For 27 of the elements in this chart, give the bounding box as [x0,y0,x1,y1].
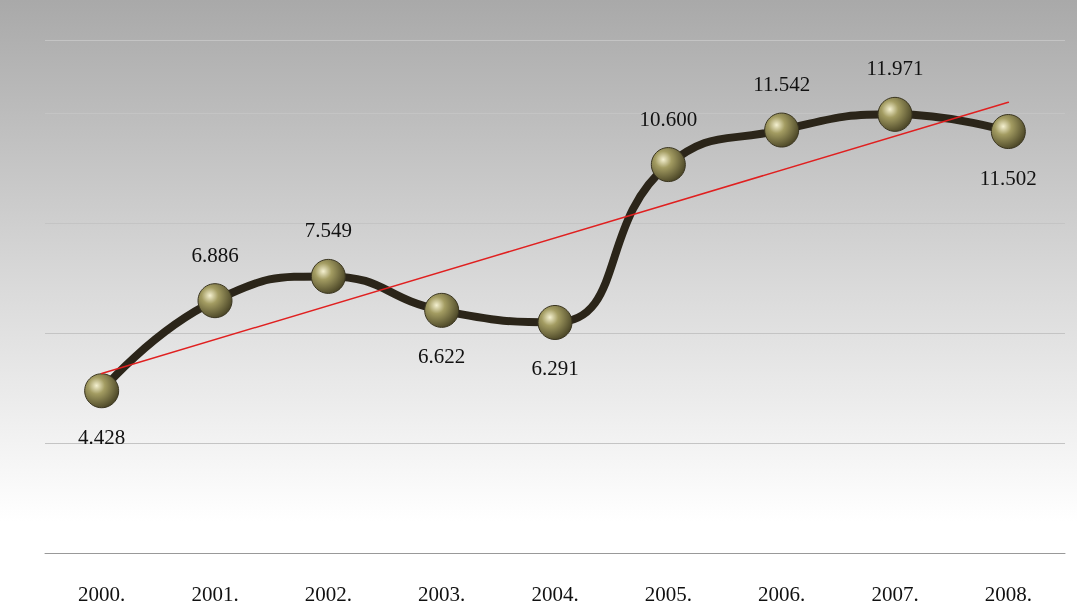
x-tick-label: 2005. [644,581,692,606]
point [84,373,120,409]
point [990,114,1026,150]
point [197,283,233,319]
x-tick-label: 2000. [78,581,126,606]
x-tick-label: 2006. [758,581,806,606]
point [537,304,573,340]
x-tick-label: 2002. [304,581,352,606]
data-label: 7.549 [304,218,352,243]
point [310,258,346,294]
data-label: 4.428 [78,424,126,449]
data-label: 6.291 [531,356,579,381]
data-label: 11.502 [979,165,1037,190]
point [424,292,460,328]
data-label: 10.600 [639,106,698,131]
x-tick-label: 2001. [191,581,239,606]
point [764,112,800,148]
x-tick-label: 2007. [871,581,919,606]
x-tick-label: 2004. [531,581,579,606]
x-tick-label: 2003. [418,581,466,606]
data-label: 6.886 [191,242,239,267]
data-label: 6.622 [418,344,466,369]
data-label: 11.542 [753,72,811,97]
data-label: 11.971 [866,56,924,81]
point [650,147,686,183]
point [877,96,913,132]
x-tick-label: 2008. [984,581,1032,606]
